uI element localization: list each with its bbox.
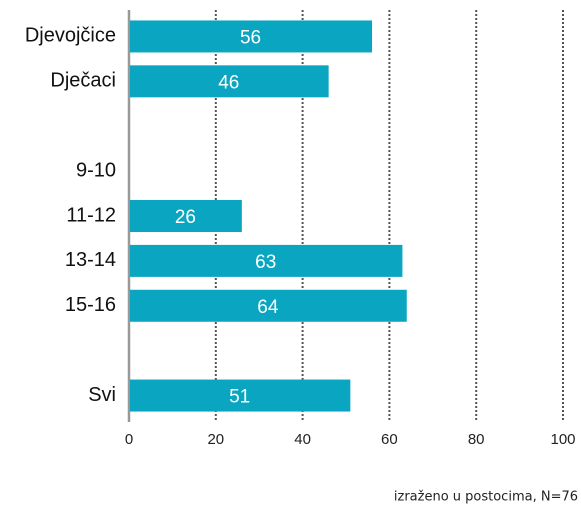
annotation: izraženo u postocima, N=76 xyxy=(394,490,578,505)
value-label: 64 xyxy=(257,297,279,318)
value-label: 46 xyxy=(218,72,239,93)
x-tick-label: 100 xyxy=(550,431,575,448)
y-tick-label: 13-14 xyxy=(65,249,116,271)
value-label: 26 xyxy=(175,207,196,228)
bar xyxy=(130,20,373,53)
bar xyxy=(130,289,407,322)
bar xyxy=(130,65,329,98)
bar xyxy=(130,200,242,232)
y-tick-label: Svi xyxy=(88,384,116,406)
y-tick-label: 15-16 xyxy=(65,294,116,316)
value-label: 51 xyxy=(229,387,250,408)
y-tick-label: 11-12 xyxy=(66,204,116,226)
value-label: 56 xyxy=(240,27,261,48)
value-label: 63 xyxy=(255,252,276,273)
x-tick-label: 60 xyxy=(381,431,398,448)
x-tick-label: 20 xyxy=(207,431,224,448)
bar xyxy=(130,244,403,277)
y-tick-label: Dječaci xyxy=(50,70,116,92)
y-tick-label: 9-10 xyxy=(76,159,116,181)
bar xyxy=(130,379,351,412)
x-tick-label: 40 xyxy=(294,431,311,448)
x-tick-label: 80 xyxy=(468,431,485,448)
x-tick-label: 0 xyxy=(125,431,133,448)
y-tick-label: Djevojčice xyxy=(25,25,116,47)
